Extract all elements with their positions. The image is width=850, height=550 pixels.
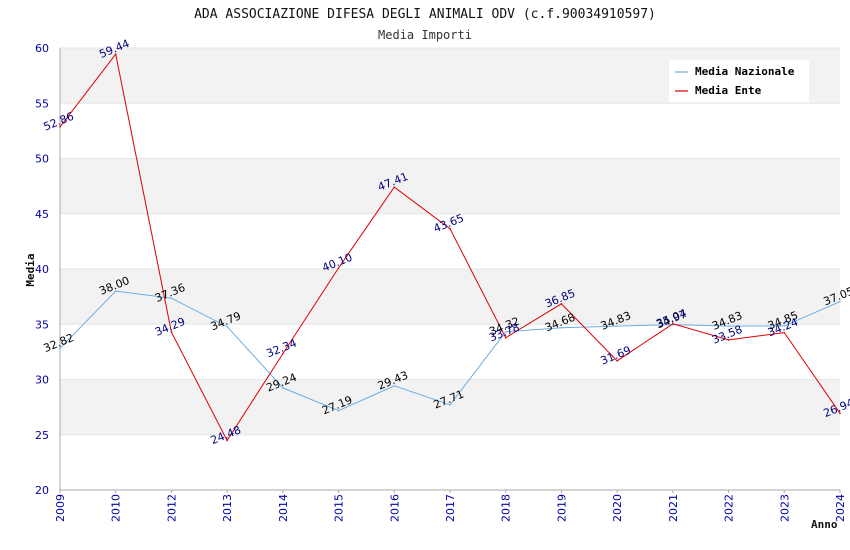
data-point: [59, 126, 61, 128]
y-tick-label: 50: [35, 153, 49, 166]
data-point: [783, 331, 786, 334]
grid-band: [60, 158, 840, 214]
y-tick-label: 45: [35, 208, 49, 221]
grid-band: [60, 269, 840, 325]
chart-title: ADA ASSOCIAZIONE DIFESA DEGLI ANIMALI OD…: [194, 7, 656, 22]
data-point: [839, 300, 841, 303]
data-point: [282, 352, 284, 355]
data-point: [282, 387, 284, 389]
grid-band: [60, 213, 840, 269]
y-tick-labels: 20 25 30 35 40 45 50 55 60: [35, 42, 49, 497]
legend-box: [669, 60, 809, 102]
x-tick-label: 2015: [333, 494, 346, 522]
legend-label-ente: Media Ente: [695, 84, 762, 97]
x-tick-label: 2016: [388, 494, 401, 522]
legend: Media Nazionale Media Ente: [669, 60, 809, 102]
data-point: [337, 409, 340, 412]
data-point: [226, 325, 228, 328]
data-point: [226, 439, 228, 442]
data-point: [504, 330, 507, 333]
data-point: [783, 325, 786, 327]
y-tick-label: 60: [35, 42, 49, 55]
x-tick-label: 2024: [834, 494, 847, 522]
data-point: [59, 347, 61, 350]
data-point: [170, 331, 173, 333]
x-tick-label: 2020: [611, 494, 624, 522]
y-axis-label: Media: [24, 253, 37, 286]
data-point: [839, 412, 841, 415]
grid-band: [60, 103, 840, 159]
chart-subtitle: Media Importi: [378, 28, 472, 42]
data-point: [449, 227, 451, 230]
data-point: [170, 297, 173, 299]
data-point: [616, 360, 618, 362]
plot-background: [60, 48, 840, 490]
y-tick-label: 35: [35, 318, 49, 331]
x-tick-label: 2009: [54, 494, 67, 522]
y-tick-label: 55: [35, 97, 49, 110]
data-point: [114, 290, 117, 292]
x-tick-label: 2022: [723, 494, 736, 522]
x-tick-label: 2010: [110, 494, 123, 522]
grid-band: [60, 434, 840, 490]
x-axis-label: Anno: [811, 518, 838, 531]
data-point: [560, 326, 563, 329]
y-tick-label: 20: [35, 484, 49, 497]
y-tick-label: 25: [35, 429, 49, 442]
x-tick-label: 2012: [165, 494, 178, 522]
grid-band: [60, 379, 840, 435]
x-tick-label: 2013: [221, 494, 234, 522]
x-tick-label: 2019: [555, 494, 568, 522]
x-tick-label: 2018: [500, 494, 513, 522]
y-tick-label: 30: [35, 374, 49, 387]
data-point: [727, 325, 730, 327]
x-tick-label: 2021: [667, 494, 680, 522]
x-tick-label: 2017: [444, 494, 457, 522]
data-point: [114, 53, 117, 55]
legend-label-nazionale: Media Nazionale: [695, 65, 795, 78]
data-point: [393, 186, 396, 188]
series-lines: [59, 53, 841, 442]
data-point: [393, 384, 396, 387]
data-point: [449, 404, 451, 406]
data-point: [504, 336, 507, 339]
x-tick-label: 2014: [277, 494, 290, 522]
y-tick-label: 40: [35, 263, 49, 276]
data-point: [560, 303, 563, 305]
data-point: [727, 339, 730, 341]
data-point: [337, 267, 340, 269]
grid-band: [60, 324, 840, 380]
x-tick-labels: 2009 2010 2012 2013 2014 2015 2016 2017 2018 2019…: [54, 494, 847, 522]
x-tick-label: 2023: [778, 494, 791, 522]
data-point: [616, 325, 618, 327]
data-point: [672, 323, 674, 325]
